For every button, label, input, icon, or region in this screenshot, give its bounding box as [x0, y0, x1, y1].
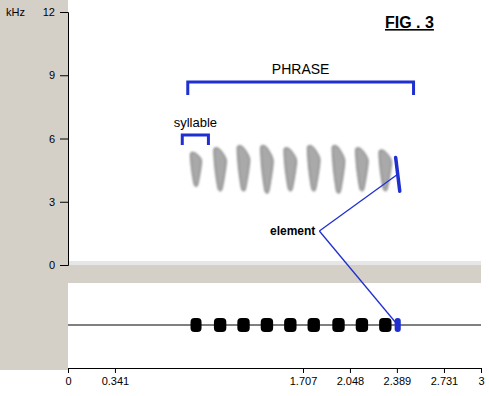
- syllable: [307, 146, 319, 191]
- x-tick: 0.341: [102, 368, 130, 387]
- x-tick-mark: [68, 368, 69, 373]
- y-tick-label: 9: [49, 69, 55, 81]
- y-tick-label: 12: [43, 6, 55, 18]
- waveform-burst: [308, 318, 320, 332]
- x-tick-label: 0.341: [102, 375, 130, 387]
- x-tick-mark: [303, 368, 304, 373]
- x-tick-mark: [444, 368, 445, 373]
- annotation-bracket: [182, 135, 208, 145]
- x-tick: 3: [478, 368, 484, 387]
- y-tick-mark: [60, 265, 68, 266]
- syllable: [356, 148, 368, 191]
- figure: 0 3 6 9 12 0 0.341 1.707 2.048 2.389 2.731 3 kHz FIG …: [0, 0, 489, 396]
- x-tick-label: 0: [65, 375, 71, 387]
- syllable: [190, 152, 201, 186]
- title: FIG . 3: [385, 14, 434, 31]
- syllable: [214, 148, 226, 191]
- x-tick: 1.707: [290, 368, 318, 387]
- x-tick: 2.731: [431, 368, 459, 387]
- syllable: [261, 146, 273, 194]
- waveform-burst: [332, 318, 344, 332]
- annotation-label: PHRASE: [272, 61, 330, 77]
- element-connector: [319, 231, 397, 325]
- syllable: [284, 148, 296, 191]
- waveform-burst: [191, 318, 202, 332]
- waveform-burst: [214, 318, 226, 332]
- waveform-burst: [237, 318, 249, 332]
- x-tick-label: 2.389: [384, 375, 412, 387]
- syllable: [237, 146, 249, 191]
- y-axis: 0 3 6 9 12: [43, 6, 69, 271]
- y-axis-line: [60, 13, 69, 266]
- syllable: [332, 146, 344, 194]
- x-tick-mark: [350, 368, 351, 373]
- x-tick-label: 2.731: [431, 375, 459, 387]
- element-connector: [319, 174, 397, 231]
- y-tick-mark: [60, 202, 68, 203]
- waveform-burst: [261, 318, 273, 332]
- x-tick-mark: [481, 368, 482, 373]
- waveform-baseline: [68, 325, 481, 326]
- panel-separator: [68, 265, 481, 283]
- annotation-label: syllable: [174, 115, 217, 130]
- x-tick-mark: [397, 368, 398, 373]
- y-tick: 3: [49, 196, 68, 208]
- y-tick: 0: [49, 259, 68, 271]
- y-tick-mark: [60, 75, 68, 76]
- y-tick: 6: [49, 133, 68, 145]
- waveform-burst: [284, 318, 296, 332]
- x-axis: 0 0.341 1.707 2.048 2.389 2.731 3: [65, 368, 484, 387]
- syllable: [379, 150, 391, 191]
- y-axis-title: kHz: [6, 6, 25, 18]
- annotation-bracket: [188, 82, 414, 95]
- plot-area: [68, 146, 481, 332]
- element-label: element: [270, 224, 315, 238]
- y-tick-label: 3: [49, 196, 55, 208]
- x-axis-line: [69, 369, 482, 374]
- y-tick-label: 0: [49, 259, 55, 271]
- y-tick-label: 6: [49, 133, 55, 145]
- y-tick: 9: [49, 69, 68, 81]
- y-tick-mark: [60, 139, 68, 140]
- y-tick: 12: [43, 6, 68, 18]
- left-panel: [0, 0, 68, 370]
- x-tick-label: 3: [478, 375, 484, 387]
- x-tick: 2.389: [384, 368, 412, 387]
- x-tick: 0: [65, 368, 71, 387]
- y-tick-mark: [60, 12, 68, 13]
- x-tick-mark: [115, 368, 116, 373]
- x-tick-label: 1.707: [290, 375, 318, 387]
- low-noise-band: [68, 261, 481, 265]
- x-tick-label: 2.048: [337, 375, 365, 387]
- x-tick: 2.048: [337, 368, 365, 387]
- waveform-burst: [379, 318, 391, 332]
- waveform-burst: [356, 318, 368, 332]
